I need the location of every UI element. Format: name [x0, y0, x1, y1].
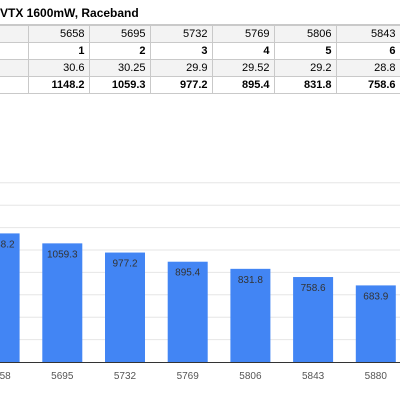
table-cell[interactable]: 6 — [335, 42, 400, 60]
x-tick-label: 5695 — [51, 371, 74, 382]
table-cell[interactable]: 1148.2 — [27, 76, 90, 94]
table-cell[interactable]: 4 — [211, 42, 275, 60]
table-cell[interactable]: 5843 — [335, 25, 400, 43]
table-cell[interactable]: 5695 — [88, 25, 151, 43]
data-label: 1059.3 — [47, 249, 78, 260]
bar[interactable] — [42, 243, 83, 362]
table-cell[interactable] — [0, 25, 29, 43]
x-tick-label: 5658 — [0, 371, 11, 382]
table-cell[interactable]: 2 — [88, 42, 151, 60]
title-row: VTX 1600mW, Raceband — [0, 0, 400, 25]
table-cell[interactable]: 5658 — [27, 25, 90, 43]
data-label: 831.8 — [238, 275, 263, 286]
bar[interactable] — [293, 277, 334, 362]
table-cell[interactable]: 5 — [273, 42, 337, 60]
x-tick-label: 5880 — [365, 371, 388, 382]
x-tick-label: 5806 — [239, 371, 262, 382]
x-tick-label: 5769 — [177, 371, 200, 382]
table-cell[interactable]: 30.6 — [27, 59, 90, 77]
bar[interactable] — [355, 285, 396, 362]
table-cell[interactable]: 5769 — [211, 25, 275, 43]
table-cell[interactable] — [0, 76, 29, 94]
bar[interactable] — [105, 252, 145, 362]
table-cell[interactable] — [0, 42, 29, 60]
table-cell[interactable]: 28.8 — [335, 59, 400, 77]
table-cell[interactable]: 5806 — [273, 25, 337, 43]
table-cell[interactable]: 29.2 — [273, 59, 337, 77]
table-cell[interactable]: 30.25 — [88, 59, 151, 77]
table-cell[interactable]: 977.2 — [149, 76, 213, 94]
table-row: 1148.2 1059.3 977.2 895.4 831.8 758.6 — [0, 76, 400, 94]
bar-chart: 1148.2 5658 1059.3 5695 977.2 5732 895.4 5769 83… — [0, 182, 400, 382]
bar[interactable] — [0, 233, 20, 362]
table-row: 5658 5695 5732 5769 5806 5843 — [0, 25, 400, 43]
table-cell[interactable]: 1059.3 — [88, 76, 151, 94]
table-cell[interactable]: 1 — [27, 42, 90, 60]
data-label: 895.4 — [175, 268, 200, 279]
table-cell[interactable]: 29.52 — [211, 59, 275, 77]
x-tick-label: 5843 — [302, 371, 325, 382]
table-cell[interactable]: 29.9 — [149, 59, 213, 77]
data-label: 977.2 — [112, 259, 137, 270]
table-row: 30.6 30.25 29.9 29.52 29.2 28.8 — [0, 59, 400, 77]
table-cell[interactable]: 5732 — [149, 25, 213, 43]
table-cell[interactable]: 758.6 — [335, 76, 400, 94]
sheet-title: VTX 1600mW, Raceband — [0, 6, 139, 20]
table-cell[interactable]: 895.4 — [211, 76, 275, 94]
data-label: 1148.2 — [0, 239, 15, 250]
table-cell[interactable]: 3 — [149, 42, 213, 60]
data-table: 5658 5695 5732 5769 5806 5843 1 2 3 4 5 6 30.6 30.25 2… — [0, 25, 400, 94]
data-label: 758.6 — [301, 283, 326, 294]
table-cell[interactable]: 831.8 — [273, 76, 337, 94]
bar[interactable] — [230, 268, 271, 362]
table-cell[interactable] — [0, 59, 29, 77]
data-label: 683.9 — [363, 291, 388, 302]
x-tick-label: 5732 — [114, 371, 137, 382]
bar[interactable] — [167, 261, 208, 362]
